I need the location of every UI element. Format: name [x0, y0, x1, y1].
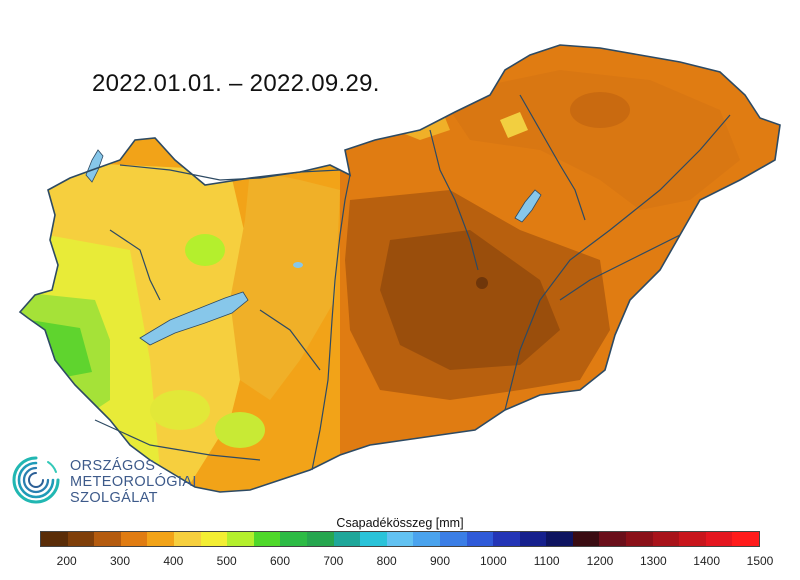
- legend-swatch: [546, 532, 573, 546]
- logo-line-3: SZOLGÁLAT: [70, 490, 158, 506]
- legend-swatch: [386, 532, 414, 546]
- legend-tick-label: 400: [163, 554, 184, 568]
- legend-swatch: [227, 532, 254, 546]
- river-koros: [559, 234, 681, 301]
- legend-swatch: [306, 532, 334, 546]
- date-range-title: 2022.01.01. – 2022.09.29.: [92, 70, 380, 97]
- water-bodies: [85, 149, 542, 346]
- legend-tick-label: 1000: [479, 554, 507, 568]
- legend-swatch: [67, 532, 95, 546]
- river-danube: [311, 174, 351, 471]
- legend-swatch: [679, 532, 706, 546]
- color-scale-bar: [40, 531, 760, 547]
- omsz-logo: ORSZÁGOS METEOROLÓGIAI SZOLGÁLAT: [8, 452, 228, 512]
- legend-tick-label: 200: [56, 554, 77, 568]
- legend-tick-label: 300: [109, 554, 131, 568]
- color-scale-ticks: 200 300 400 500 600 700 800 900 1000 1100 1200 1300…: [40, 554, 774, 574]
- legend-swatch: [333, 532, 361, 546]
- legend-swatch: [599, 532, 627, 546]
- legend-swatch: [519, 532, 547, 546]
- river-raba: [109, 229, 161, 301]
- lake-tisza: [514, 189, 542, 223]
- legend-tick-label: 1100: [533, 554, 560, 568]
- river-sajo: [519, 94, 586, 221]
- legend-swatch: [732, 532, 760, 546]
- legend-swatch: [253, 532, 281, 546]
- legend-tick-label: 900: [429, 554, 451, 568]
- precipitation-map: [19, 44, 781, 493]
- legend-swatch: [439, 532, 467, 546]
- lake-velence: [293, 262, 303, 268]
- legend-tick-label: 1500: [746, 554, 774, 568]
- legend-tick-label: 1400: [693, 554, 721, 568]
- legend-swatch: [652, 532, 680, 546]
- legend-swatch: [572, 532, 600, 546]
- legend-tick-label: 800: [376, 554, 397, 568]
- lake-balaton: [139, 291, 249, 346]
- legend-tick-label: 600: [269, 554, 291, 568]
- swirl-logo-icon: [12, 456, 60, 504]
- legend-swatch: [705, 532, 733, 546]
- legend-swatch: [466, 532, 494, 546]
- logo-line-2: METEOROLÓGIAI: [70, 474, 197, 490]
- legend-swatch: [173, 532, 201, 546]
- legend-tick-label: 700: [323, 554, 344, 568]
- legend-title: Csapadékösszeg [mm]: [336, 516, 464, 530]
- legend-swatch: [94, 532, 121, 546]
- legend-swatch: [41, 532, 68, 546]
- logo-line-1: ORSZÁGOS: [70, 458, 156, 474]
- legend-swatch: [493, 532, 520, 546]
- legend-tick-label: 1300: [639, 554, 667, 568]
- legend-swatch: [626, 532, 653, 546]
- legend-swatch: [120, 532, 148, 546]
- river-zagyva: [429, 129, 479, 271]
- legend-swatch: [280, 532, 307, 546]
- legend-swatch: [360, 532, 387, 546]
- legend-swatch: [200, 532, 228, 546]
- legend-tick-label: 1200: [586, 554, 614, 568]
- lake-ferto: [85, 149, 104, 183]
- river-sio: [259, 309, 321, 371]
- legend-swatch: [413, 532, 440, 546]
- legend-swatch: [147, 532, 174, 546]
- legend-tick-label: 500: [216, 554, 237, 568]
- river-tisza: [504, 114, 731, 411]
- river-drava: [94, 419, 261, 461]
